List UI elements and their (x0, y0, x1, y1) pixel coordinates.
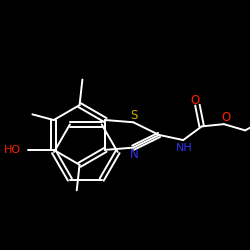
Text: N: N (130, 148, 138, 161)
Text: NH: NH (176, 143, 193, 153)
Text: S: S (130, 109, 138, 122)
Text: O: O (222, 110, 231, 124)
Text: O: O (190, 94, 199, 106)
Text: HO: HO (4, 145, 21, 155)
